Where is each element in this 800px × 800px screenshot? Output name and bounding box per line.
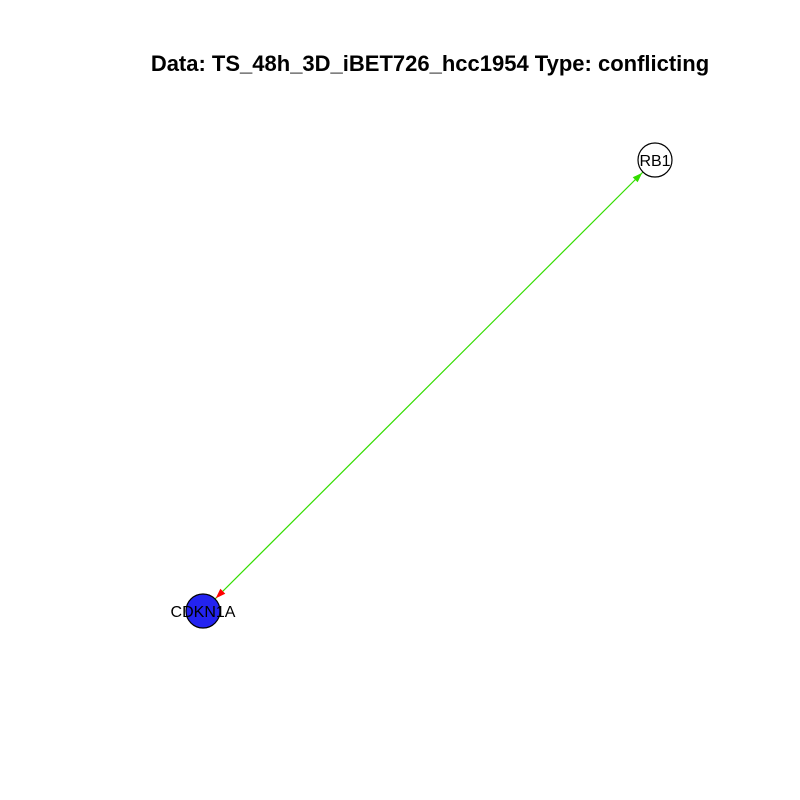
arrowhead-to-rb1 — [632, 172, 643, 183]
edge-cdkn1a-rb1 — [202, 159, 656, 612]
nodes-layer: RB1 CDKN1A — [171, 142, 673, 629]
node-cdkn1a-circle[interactable] — [185, 593, 221, 629]
node-cdkn1a[interactable]: CDKN1A — [171, 593, 236, 629]
edges-layer — [202, 159, 656, 612]
diagram-title: Data: TS_48h_3D_iBET726_hcc1954 Type: co… — [151, 51, 709, 76]
node-rb1-circle[interactable] — [637, 142, 673, 178]
node-rb1[interactable]: RB1 — [637, 142, 673, 178]
node-rb1-label: RB1 — [639, 153, 670, 170]
arrowhead-to-cdkn1a — [215, 588, 226, 599]
node-cdkn1a-label: CDKN1A — [171, 604, 236, 621]
